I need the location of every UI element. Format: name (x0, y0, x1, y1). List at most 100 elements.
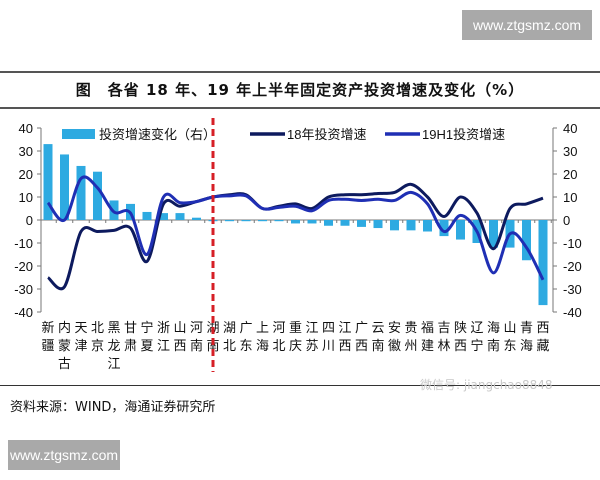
category-label-char: 建 (421, 338, 434, 353)
source-rule (0, 385, 600, 386)
category-label-char: 肃 (124, 338, 137, 353)
category-label: 新疆 (41, 320, 54, 353)
right-tick-label: -40 (563, 305, 582, 320)
category-label: 北京 (91, 320, 104, 353)
category-label-char: 甘 (124, 320, 137, 335)
category-label: 广东 (239, 320, 252, 353)
left-tick-label: 30 (19, 144, 33, 159)
category-label: 河南 (190, 320, 203, 353)
bar-湖北 (225, 220, 234, 222)
category-label: 黑龙江 (107, 320, 120, 371)
category-label: 山西 (173, 320, 186, 353)
category-label: 青海 (520, 320, 533, 353)
category-label: 陕西 (454, 320, 467, 353)
category-label-char: 江 (107, 356, 120, 371)
bar-江西 (340, 220, 350, 226)
category-label: 河北 (272, 320, 285, 353)
bar-吉林 (439, 220, 449, 237)
category-label: 云南 (371, 320, 384, 353)
title-top-rule (0, 71, 600, 73)
category-label-char: 藏 (536, 338, 549, 353)
wechat-watermark: 微信号: jiangchao8848 (420, 378, 553, 392)
category-label: 吉林 (437, 320, 450, 353)
bar-北京 (93, 171, 102, 220)
left-tick-label: 0 (26, 213, 33, 228)
category-label-char: 海 (256, 338, 269, 353)
bar-内蒙古 (60, 154, 69, 220)
category-label-char: 北 (272, 338, 285, 353)
category-label-char: 北 (223, 338, 236, 353)
category-label-char: 南 (487, 338, 500, 353)
legend-label: 18年投资增速 (287, 127, 366, 142)
bar-天津 (76, 165, 86, 220)
category-label-char: 辽 (470, 320, 483, 335)
category-label-char: 京 (91, 338, 104, 353)
category-label-char: 福 (421, 320, 434, 335)
bar-四川 (324, 220, 333, 226)
bar-云南 (373, 220, 383, 229)
bar-浙江 (159, 213, 168, 220)
category-label-char: 浙 (157, 320, 170, 335)
category-label-char: 新 (41, 320, 54, 335)
bar-河南 (192, 217, 201, 220)
category-label-char: 南 (206, 338, 219, 353)
watermark-top: www.ztgsmz.com (462, 10, 592, 40)
category-label-char: 北 (91, 320, 104, 335)
category-label-char: 津 (74, 338, 87, 353)
category-label-char: 庆 (289, 338, 302, 353)
right-tick-label: 40 (563, 121, 577, 136)
category-label-char: 上 (256, 320, 269, 335)
category-label-char: 苏 (305, 338, 318, 353)
category-label-char: 州 (404, 338, 417, 353)
bar-河北 (274, 220, 284, 222)
category-label-char: 西 (454, 338, 467, 353)
category-label-char: 龙 (107, 338, 120, 353)
line-2018-investment-growth (47, 182, 544, 291)
category-label-char: 陕 (454, 320, 467, 335)
category-label-char: 宁 (140, 320, 153, 335)
category-label-char: 江 (338, 320, 351, 335)
right-tick-label: 10 (563, 190, 577, 205)
category-label-char: 蒙 (58, 338, 71, 353)
category-label: 甘肃 (124, 320, 137, 353)
legend-label: 投资增速变化（右） (99, 127, 216, 142)
category-label: 宁夏 (140, 320, 153, 353)
bar-福建 (423, 220, 432, 232)
right-tick-label: -10 (563, 236, 582, 251)
chart: 40 30 20 10 0 -10 -20 -30 -40 40 30 20 10 0 -10 -20 -30 -… (14, 118, 582, 372)
chart-title: 图 各省 18 年、19 年上半年固定资产投资增速及变化（%） (75, 81, 525, 99)
bar-广东 (241, 220, 251, 222)
line-19h1-investment-growth (46, 175, 545, 281)
category-label-char: 云 (371, 320, 384, 335)
title-bottom-rule (0, 107, 600, 109)
category-label-char: 古 (58, 356, 71, 371)
bar-山西 (175, 213, 185, 220)
category-label-char: 青 (520, 320, 533, 335)
bar-广西 (357, 220, 366, 227)
category-label-char: 安 (388, 320, 401, 335)
category-label-char: 河 (190, 320, 203, 335)
bar-江苏 (307, 220, 317, 224)
right-tick-label: 30 (563, 144, 577, 159)
category-label-char: 西 (536, 320, 549, 335)
right-tick-label: 0 (563, 213, 570, 228)
category-label-char: 海 (487, 320, 500, 335)
category-label: 内蒙古 (58, 320, 71, 371)
category-label-char: 湖 (223, 320, 236, 335)
category-label-char: 广 (355, 320, 368, 335)
category-label-char: 夏 (140, 338, 153, 353)
category-label-char: 东 (503, 338, 516, 353)
category-label-char: 江 (305, 320, 318, 335)
category-label: 安徽 (388, 320, 401, 353)
category-label-char: 南 (371, 338, 384, 353)
category-label-char: 内 (58, 320, 71, 335)
bar-陕西 (456, 220, 465, 240)
category-label: 江西 (338, 320, 351, 353)
right-tick-label: 20 (563, 167, 577, 182)
bar-宁夏 (142, 211, 152, 220)
category-label: 浙江 (157, 320, 170, 353)
left-tick-label: -30 (14, 282, 33, 297)
bar-贵州 (406, 220, 416, 231)
category-label: 四川 (322, 320, 335, 353)
category-label-char: 宁 (470, 338, 483, 353)
